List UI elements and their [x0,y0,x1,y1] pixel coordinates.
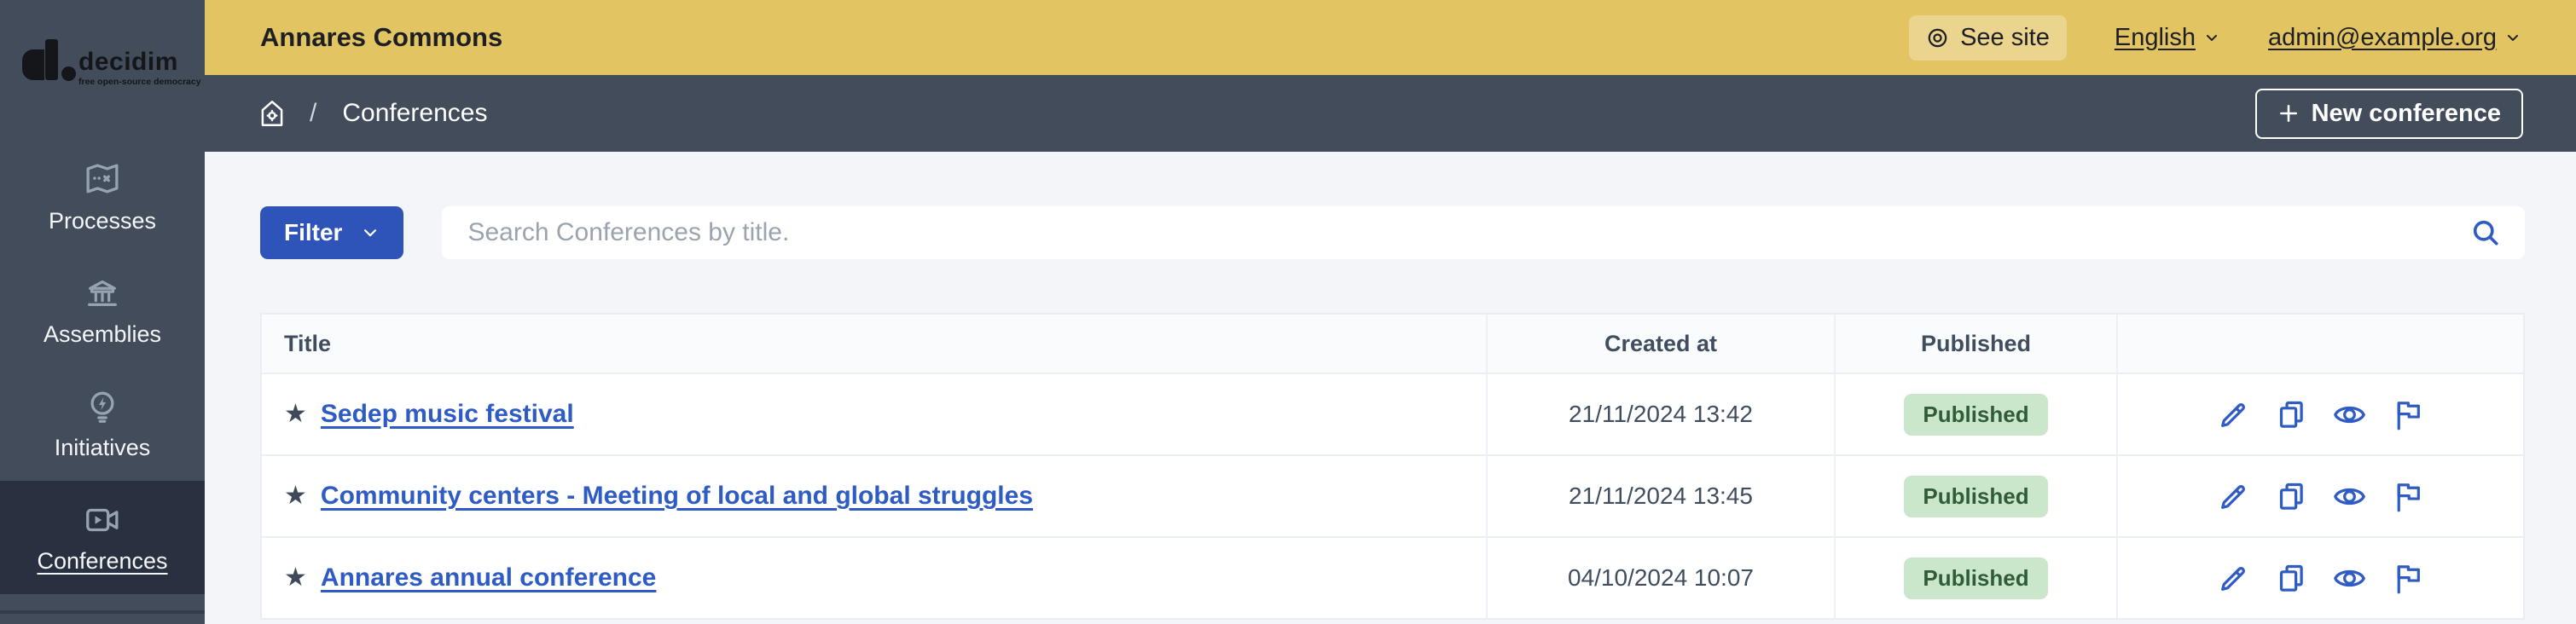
chevron-down-icon [2508,34,2518,41]
main-content: Filter Title Created at Published ★ S [205,152,2576,624]
breadcrumb-page: Conferences [342,99,488,127]
copy-icon[interactable] [2274,397,2309,432]
language-label: English [2114,23,2196,51]
language-selector[interactable]: English [2115,24,2220,52]
new-conference-label: New conference [2311,99,2501,127]
created-at-cell: 21/11/2024 13:42 [1488,374,1836,454]
sidebar-divider [0,610,205,614]
video-camera-icon [83,500,122,540]
highlight-star-icon: ★ [284,482,307,510]
plus-icon [2279,105,2297,122]
table-row: ★ Annares annual conference 04/10/2024 1… [262,536,2523,618]
edit-pencil-icon[interactable] [2216,479,2251,514]
published-cell: Published [1836,538,2118,618]
edit-pencil-icon[interactable] [2216,397,2251,432]
status-badge: Published [1904,557,2048,599]
see-site-button[interactable]: See site [1909,14,2067,61]
conferences-table: Title Created at Published ★ Sedep music… [260,313,2525,620]
copy-icon[interactable] [2274,561,2309,596]
search-input[interactable] [442,206,2525,259]
status-badge: Published [1904,393,2048,436]
flag-icon[interactable] [2390,479,2425,514]
decidim-logo[interactable]: decidim free open-source democracy [0,0,205,92]
see-site-label: See site [1960,23,2050,51]
filter-button[interactable]: Filter [260,206,404,259]
published-cell: Published [1836,374,2118,454]
decidim-logo-icon [22,39,94,92]
sidebar-item-processes[interactable]: Processes [0,141,205,254]
sidebar-item-label: Initiatives [54,435,151,460]
lightbulb-icon [83,387,122,426]
sidebar-item-conferences[interactable]: Conferences [0,481,205,594]
map-icon [83,160,122,199]
flag-icon[interactable] [2390,561,2425,596]
table-row: ★ Community centers - Meeting of local a… [262,454,2523,536]
preview-eye-icon[interactable] [2332,397,2367,432]
top-bar: Annares Commons See site English admin@e… [205,0,2576,75]
created-at-cell: 21/11/2024 13:45 [1488,456,1836,536]
preview-eye-icon[interactable] [2332,479,2367,514]
breadcrumb-bar: / Conferences New conference [205,75,2576,152]
sidebar: decidim free open-source democracy Proce… [0,0,205,624]
sidebar-item-assemblies[interactable]: Assemblies [0,254,205,367]
user-menu[interactable]: admin@example.org [2268,24,2521,52]
user-email: admin@example.org [2267,23,2497,51]
column-header-published: Published [1836,315,2118,373]
status-badge: Published [1904,475,2048,517]
sidebar-item-label: Processes [48,208,157,234]
actions-cell [2118,456,2523,536]
edit-pencil-icon[interactable] [2216,561,2251,596]
sidebar-item-initiatives[interactable]: Initiatives [0,367,205,481]
search-field [442,206,2525,259]
published-cell: Published [1836,456,2118,536]
table-header-row: Title Created at Published [262,315,2523,373]
sidebar-item-label: Assemblies [43,321,162,347]
sidebar-item-label: Conferences [37,548,168,574]
created-at-cell: 04/10/2024 10:07 [1488,538,1836,618]
decidim-logo-text: decidim free open-source democracy [78,48,201,88]
table-row: ★ Sedep music festival 21/11/2024 13:42 … [262,373,2523,454]
copy-icon[interactable] [2274,479,2309,514]
chevron-down-icon [364,229,377,237]
filter-label: Filter [284,219,343,246]
highlight-star-icon: ★ [284,563,307,592]
column-header-actions [2118,315,2523,373]
title-cell: ★ Annares annual conference [262,538,1488,618]
bank-icon [83,274,122,313]
logo-wordmark: decidim [78,48,178,76]
organization-title: Annares Commons [260,22,503,52]
logo-tagline: free open-source democracy [78,77,201,87]
new-conference-button[interactable]: New conference [2254,88,2523,139]
top-bar-right: See site English admin@example.org [1909,14,2521,61]
actions-cell [2118,538,2523,618]
column-header-created-at: Created at [1488,315,1836,373]
title-cell: ★ Sedep music festival [262,374,1488,454]
actions-cell [2118,374,2523,454]
filter-row: Filter [260,206,2525,259]
conference-title-link[interactable]: Community centers - Meeting of local and… [320,482,1034,510]
title-cell: ★ Community centers - Meeting of local a… [262,456,1488,536]
home-icon[interactable] [258,99,286,128]
breadcrumb-separator: / [310,99,317,127]
conference-title-link[interactable]: Annares annual conference [320,563,657,592]
conference-title-link[interactable]: Sedep music festival [320,400,574,428]
preview-eye-icon[interactable] [2332,561,2367,596]
flag-icon[interactable] [2390,397,2425,432]
column-header-title: Title [262,315,1488,373]
highlight-star-icon: ★ [284,400,307,428]
search-icon[interactable] [2470,217,2501,248]
target-eye-icon [1928,28,1947,47]
sidebar-nav: Processes Assemblies Initiatives Confere… [0,141,205,594]
chevron-down-icon [2206,34,2217,41]
